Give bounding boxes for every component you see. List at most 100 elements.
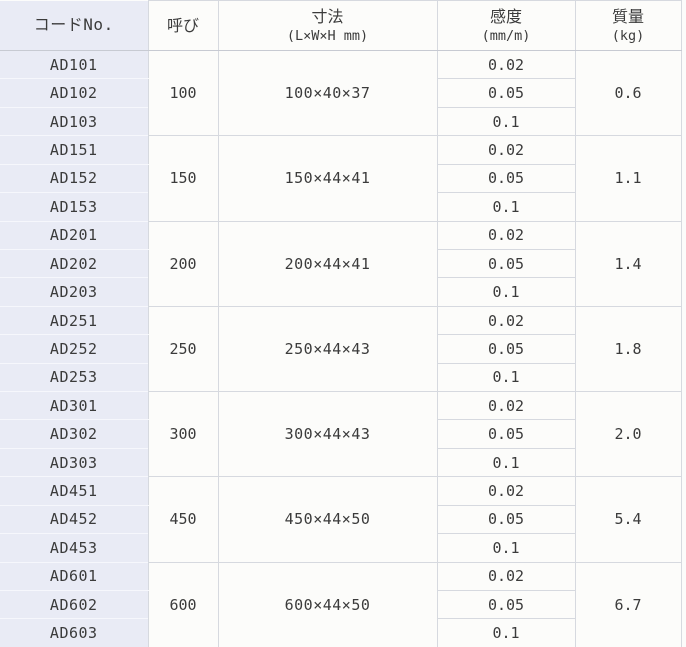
header-sensitivity: 感度 (mm/m) xyxy=(436,0,576,51)
table-row: AD203 0.1 xyxy=(0,277,681,307)
cell-code-no: AD153 xyxy=(0,192,149,222)
table-row: AD152 0.05 xyxy=(0,163,681,194)
cell-code-no: AD451 xyxy=(0,476,149,506)
cell-sensitivity: 0.02 xyxy=(436,220,576,250)
spec-table-header: コードNo. 呼び 寸法 (L×W×H mm) 感度 (mm/m) 質量 (kg… xyxy=(0,0,682,51)
cell-code-no: AD253 xyxy=(0,362,149,393)
header-mass-unit: (kg) xyxy=(611,27,645,44)
header-row: コードNo. 呼び 寸法 (L×W×H mm) 感度 (mm/m) 質量 (kg… xyxy=(0,0,682,51)
cell-code-no: AD303 xyxy=(0,447,149,478)
header-code-no-label: コードNo. xyxy=(33,15,114,35)
header-sensitivity-unit: (mm/m) xyxy=(481,27,531,44)
cell-code-no: AD601 xyxy=(0,561,149,592)
cell-code-no: AD251 xyxy=(0,305,149,336)
cell-code-no: AD452 xyxy=(0,504,149,535)
cell-sensitivity: 0.02 xyxy=(436,49,576,80)
cell-dimensions: 150×44×41 xyxy=(217,135,438,222)
cell-sensitivity: 0.1 xyxy=(436,447,576,478)
cell-code-no: AD302 xyxy=(0,419,149,449)
cell-dimensions: 600×44×50 xyxy=(217,561,438,647)
table-row: AD202 0.05 xyxy=(0,248,681,279)
cell-code-no: AD202 xyxy=(0,248,149,279)
cell-sensitivity: 0.02 xyxy=(436,305,576,336)
table-row: AD101 100 100×40×37 0.02 0.6 xyxy=(0,49,682,137)
table-row: AD452 0.05 xyxy=(0,504,681,535)
cell-code-no: AD603 xyxy=(0,618,149,647)
table-row: AD253 0.1 xyxy=(0,362,681,393)
cell-code-no: AD152 xyxy=(0,163,149,194)
cell-sensitivity: 0.05 xyxy=(436,78,576,108)
table-row: AD303 0.1 xyxy=(0,447,681,478)
cell-mass: 1.1 xyxy=(574,135,682,222)
cell-sensitivity: 0.1 xyxy=(436,533,576,563)
table-row: AD453 0.1 xyxy=(0,533,681,563)
cell-mass: 1.4 xyxy=(574,220,682,307)
cell-sensitivity: 0.05 xyxy=(436,504,576,535)
table-row: AD153 0.1 xyxy=(0,192,681,222)
cell-sensitivity: 0.05 xyxy=(436,163,576,194)
cell-code-no: AD103 xyxy=(0,106,149,137)
cell-nominal-size: 450 xyxy=(147,476,219,563)
header-mass-label: 質量 xyxy=(611,6,644,26)
header-nominal-size: 呼び xyxy=(147,0,219,51)
table-row: AD301 300 300×44×43 0.02 2.0 xyxy=(0,391,682,478)
cell-code-no: AD201 xyxy=(0,220,149,250)
cell-mass: 6.7 xyxy=(574,561,682,647)
cell-sensitivity: 0.1 xyxy=(436,277,576,307)
cell-dimensions: 200×44×41 xyxy=(217,220,438,307)
cell-code-no: AD102 xyxy=(0,78,149,108)
cell-sensitivity: 0.05 xyxy=(436,248,576,279)
table-row: AD302 0.05 xyxy=(0,419,681,449)
cell-sensitivity: 0.1 xyxy=(436,362,576,393)
cell-sensitivity: 0.05 xyxy=(436,590,576,620)
cell-mass: 5.4 xyxy=(574,476,682,563)
cell-sensitivity: 0.1 xyxy=(436,618,576,647)
header-nominal-size-label: 呼び xyxy=(166,15,199,35)
table-row: AD601 600 600×44×50 0.02 6.7 xyxy=(0,561,682,647)
cell-dimensions: 450×44×50 xyxy=(217,476,438,563)
cell-dimensions: 250×44×43 xyxy=(217,305,438,393)
table-row: AD251 250 250×44×43 0.02 1.8 xyxy=(0,305,682,393)
cell-sensitivity: 0.02 xyxy=(436,476,576,506)
header-mass: 質量 (kg) xyxy=(574,0,682,51)
cell-nominal-size: 100 xyxy=(147,49,219,137)
table-row: AD603 0.1 xyxy=(0,618,681,647)
cell-mass: 0.6 xyxy=(574,49,682,137)
cell-nominal-size: 300 xyxy=(147,391,219,478)
cell-sensitivity: 0.05 xyxy=(436,334,576,364)
cell-sensitivity: 0.02 xyxy=(436,135,576,165)
table-row: AD451 450 450×44×50 0.02 5.4 xyxy=(0,476,682,563)
header-dimensions-label: 寸法 xyxy=(311,6,344,26)
cell-code-no: AD301 xyxy=(0,391,149,421)
table-row: AD252 0.05 xyxy=(0,334,681,364)
cell-sensitivity: 0.1 xyxy=(436,106,576,137)
cell-mass: 1.8 xyxy=(574,305,682,393)
cell-dimensions: 300×44×43 xyxy=(217,391,438,478)
cell-nominal-size: 150 xyxy=(147,135,219,222)
cell-nominal-size: 600 xyxy=(147,561,219,647)
header-code-no: コードNo. xyxy=(0,0,149,51)
cell-code-no: AD252 xyxy=(0,334,149,364)
table-row: AD103 0.1 xyxy=(0,106,681,137)
cell-nominal-size: 250 xyxy=(147,305,219,393)
cell-mass: 2.0 xyxy=(574,391,682,478)
header-dimensions-unit: (L×W×H mm) xyxy=(286,27,369,44)
table-row: AD151 150 150×44×41 0.02 1.1 xyxy=(0,135,682,222)
cell-sensitivity: 0.02 xyxy=(436,561,576,592)
cell-code-no: AD602 xyxy=(0,590,149,620)
cell-nominal-size: 200 xyxy=(147,220,219,307)
cell-code-no: AD101 xyxy=(0,49,149,80)
cell-code-no: AD203 xyxy=(0,277,149,307)
cell-sensitivity: 0.1 xyxy=(436,192,576,222)
cell-sensitivity: 0.02 xyxy=(436,391,576,421)
cell-code-no: AD453 xyxy=(0,533,149,563)
header-sensitivity-label: 感度 xyxy=(489,6,522,26)
cell-sensitivity: 0.05 xyxy=(436,419,576,449)
spec-table-body: AD101 100 100×40×37 0.02 0.6 AD102 0.05 AD103 0.… xyxy=(0,49,682,647)
header-dimensions: 寸法 (L×W×H mm) xyxy=(217,0,438,51)
cell-code-no: AD151 xyxy=(0,135,149,165)
table-row: AD201 200 200×44×41 0.02 1.4 xyxy=(0,220,682,307)
cell-dimensions: 100×40×37 xyxy=(217,49,438,137)
